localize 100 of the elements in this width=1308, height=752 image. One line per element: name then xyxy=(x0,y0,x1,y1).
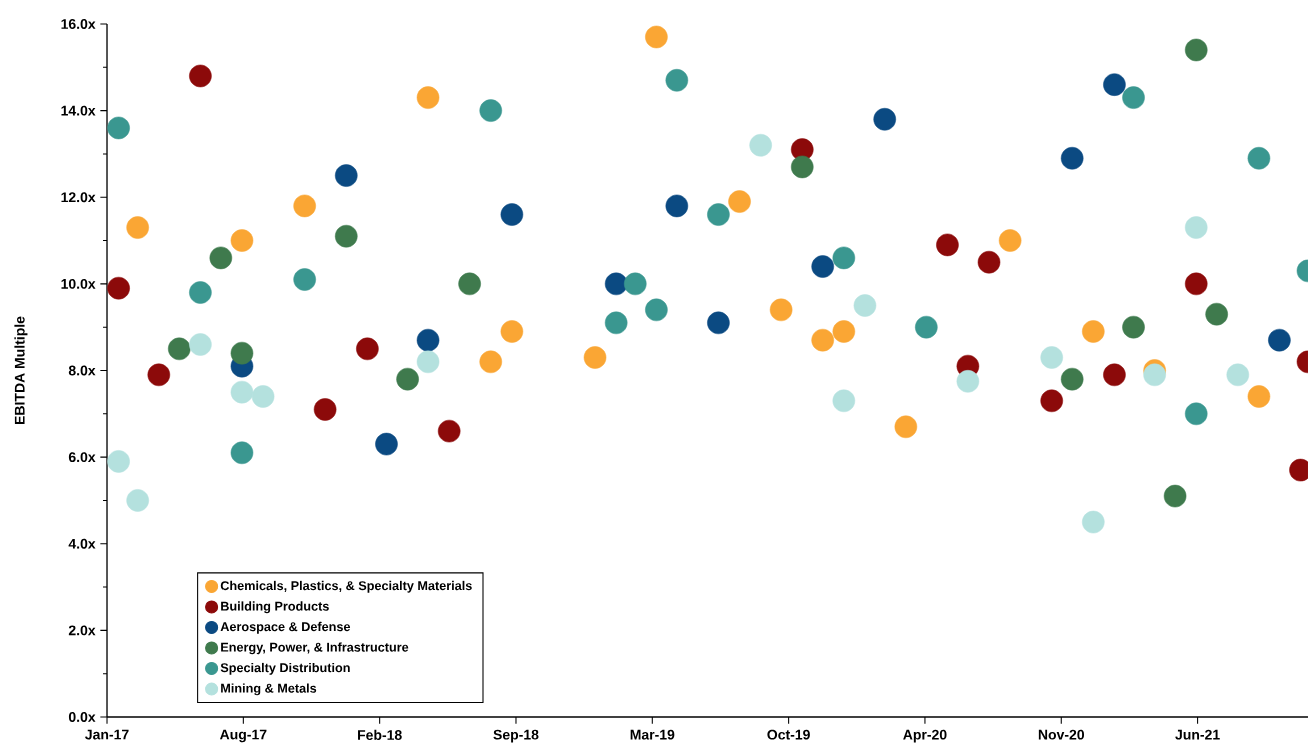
x-tick-label: Apr-20 xyxy=(903,729,947,743)
point xyxy=(416,350,440,374)
point xyxy=(356,337,379,361)
point xyxy=(396,367,419,391)
point xyxy=(500,203,524,226)
y-tick-label: 12.0x xyxy=(61,192,96,203)
x-tick-label: Nov-20 xyxy=(1038,729,1085,740)
point xyxy=(1163,484,1187,508)
point xyxy=(1122,86,1145,109)
point xyxy=(1040,389,1063,413)
point xyxy=(147,363,171,387)
point xyxy=(853,294,877,317)
point xyxy=(645,25,668,49)
point xyxy=(707,203,730,226)
x-tick-label: Feb-18 xyxy=(358,729,402,740)
point xyxy=(645,298,668,322)
point xyxy=(313,398,337,421)
point xyxy=(1247,385,1271,408)
point xyxy=(1060,146,1084,170)
point xyxy=(126,216,149,239)
y-tick-label: 0.0x xyxy=(68,712,96,722)
point xyxy=(1226,363,1250,387)
y-tick-label: 4.0x xyxy=(68,538,96,549)
point xyxy=(126,489,149,512)
point xyxy=(167,337,191,361)
point xyxy=(230,380,254,404)
y-tick-label: 2.0x xyxy=(68,625,96,636)
y-axis-title: EBITDA Multiple xyxy=(14,316,28,424)
point xyxy=(189,281,212,304)
x-tick-label: Aug-17 xyxy=(219,729,267,743)
point xyxy=(334,224,358,248)
point xyxy=(873,108,896,131)
point xyxy=(998,229,1022,252)
point xyxy=(479,99,503,122)
x-tick-label: Jan-17 xyxy=(85,729,129,740)
y-tick-label: 16.0x xyxy=(61,19,96,29)
legend-label: Aerospace & Defense xyxy=(220,621,351,634)
point xyxy=(437,419,461,443)
point xyxy=(189,64,212,88)
point xyxy=(189,333,212,356)
point xyxy=(1082,510,1105,534)
point xyxy=(107,450,130,473)
point xyxy=(107,116,130,140)
point xyxy=(416,86,440,109)
point xyxy=(728,190,751,213)
point xyxy=(1060,367,1084,391)
point xyxy=(458,272,481,296)
point xyxy=(604,272,628,296)
point xyxy=(209,246,233,270)
point xyxy=(956,370,980,393)
x-tick-label: Sep-18 xyxy=(493,729,539,743)
point xyxy=(251,385,275,408)
point xyxy=(811,328,834,352)
point xyxy=(811,255,834,278)
point xyxy=(707,311,730,335)
legend-label: Energy, Power, & Infrastructure xyxy=(221,642,409,655)
point xyxy=(107,276,130,300)
y-tick-label: 10.0x xyxy=(61,278,96,289)
legend-label: Building Products xyxy=(221,601,329,614)
point xyxy=(894,415,918,439)
point xyxy=(1122,315,1145,339)
point xyxy=(1103,73,1126,96)
point xyxy=(293,268,316,291)
point xyxy=(583,346,607,369)
y-tick-label: 6.0x xyxy=(68,452,96,463)
legend-label: Chemicals, Plastics, & Specialty Materials xyxy=(220,580,472,593)
point xyxy=(230,441,254,465)
point xyxy=(1184,38,1208,62)
point xyxy=(375,432,398,456)
point xyxy=(832,320,856,343)
legend-label: Specialty Distribution xyxy=(220,662,350,675)
point xyxy=(230,229,254,252)
point xyxy=(769,298,793,322)
point xyxy=(1184,272,1208,296)
point xyxy=(936,233,959,257)
point xyxy=(1205,302,1228,326)
point xyxy=(977,250,1001,274)
point xyxy=(230,341,254,365)
point xyxy=(1184,402,1208,426)
point xyxy=(749,134,772,157)
point xyxy=(832,389,856,413)
point xyxy=(665,69,689,92)
x-tick-label: Jun-21 xyxy=(1175,729,1220,740)
point xyxy=(1247,146,1271,170)
point xyxy=(790,155,814,179)
x-tick-label: Oct-19 xyxy=(767,729,810,740)
point xyxy=(604,311,628,335)
point xyxy=(623,272,647,296)
point xyxy=(479,350,503,374)
point xyxy=(1040,346,1063,369)
point xyxy=(1103,363,1126,387)
x-tick-label: Mar-19 xyxy=(630,729,675,740)
point xyxy=(500,320,524,343)
legend-label: Mining & Metals xyxy=(221,683,317,696)
y-tick-label: 14.0x xyxy=(61,105,96,116)
point xyxy=(1082,320,1105,343)
point xyxy=(1143,363,1166,387)
point xyxy=(665,194,689,218)
y-tick-label: 8.0x xyxy=(68,365,96,376)
point xyxy=(416,328,440,352)
